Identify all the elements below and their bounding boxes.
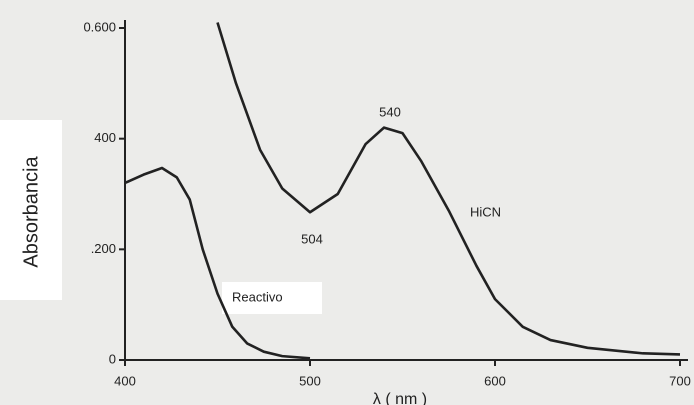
annotation: 504	[301, 231, 323, 246]
curve	[216, 22, 681, 356]
x-tick-label: 700	[669, 373, 691, 388]
series-label: Reactivo	[232, 289, 283, 304]
y-tick-label: .200	[91, 241, 116, 256]
x-tick-label: 400	[114, 373, 136, 388]
label-box	[222, 282, 322, 314]
x-axis-label: λ ( nm )	[373, 391, 427, 405]
curve	[124, 166, 311, 360]
label-box	[0, 120, 62, 300]
y-tick-label: 0.600	[83, 19, 116, 34]
x-tick-label: 500	[299, 373, 321, 388]
y-tick-label: 400	[94, 130, 116, 145]
annotation: 540	[379, 104, 401, 119]
y-axis-label: Absorbancia	[20, 156, 42, 268]
y-tick-label: 0	[109, 351, 116, 366]
x-tick-label: 600	[484, 373, 506, 388]
series-label: HiCN	[470, 204, 501, 219]
